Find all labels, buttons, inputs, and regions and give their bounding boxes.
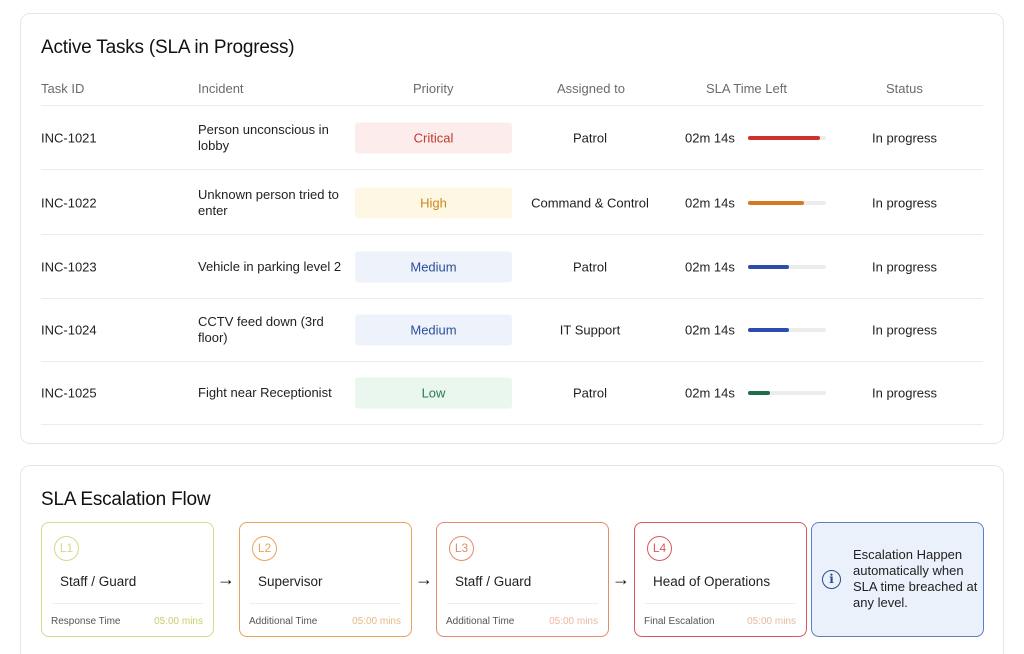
arrow-right-icon: → [612,569,630,589]
sla-time-left: 02m 14s [685,385,735,400]
assigned-to: Patrol [573,385,607,400]
sla-progress-bar [748,264,826,269]
escalation-step-l2: L2 Supervisor Additional Time 05:00 mins [239,522,412,637]
sla-progress-fill [748,264,789,269]
step-time: 05:00 mins [352,616,401,627]
step-footer-label: Response Time [51,616,121,627]
step-divider [52,603,203,604]
escalation-title: SLA Escalation Flow [41,489,211,510]
table-row[interactable]: INC-1024 CCTV feed down (3rd floor) Medium… [41,298,983,362]
step-divider [447,603,598,604]
header-incident: Incident [198,81,244,96]
step-divider [250,603,401,604]
task-id: INC-1025 [41,385,97,400]
table-row[interactable]: INC-1022 Unknown person tried to enter Hig… [41,171,983,235]
sla-time-left: 02m 14s [685,195,735,210]
sla-progress-fill [748,327,789,332]
sla-progress-bar [748,135,826,140]
step-footer-label: Additional Time [249,616,318,627]
step-role: Staff / Guard [455,574,532,589]
table-row[interactable]: INC-1023 Vehicle in parking level 2 Medium… [41,235,983,299]
sla-progress-fill [748,135,820,140]
step-role: Supervisor [258,574,323,589]
priority-badge: Medium [355,251,512,282]
level-badge: L4 [647,536,672,561]
task-id: INC-1024 [41,322,97,337]
sla-progress-bar [748,390,826,395]
status-text: In progress [872,322,938,337]
priority-badge: Low [355,377,512,408]
table-header: Task ID Incident Priority Assigned to SL… [41,79,983,106]
incident-text: Unknown person tried to enter [198,186,339,218]
step-time: 05:00 mins [154,616,203,627]
header-status: Status [886,81,923,96]
step-divider [645,603,796,604]
table-row[interactable]: INC-1025 Fight near Receptionist Low Patrol… [41,361,983,425]
assigned-to: Command & Control [531,195,649,210]
sla-progress-fill [748,390,770,395]
priority-badge: Medium [355,314,512,345]
step-role: Staff / Guard [60,574,137,589]
sla-progress-fill [748,200,805,205]
level-badge: L2 [252,536,277,561]
step-time: 05:00 mins [549,616,598,627]
status-text: In progress [872,385,938,400]
assigned-to: IT Support [559,322,621,337]
sla-time-left: 02m 14s [685,322,735,337]
table-row[interactable]: INC-1021 Person unconscious in lobby Criti… [41,106,983,170]
level-badge: L3 [449,536,474,561]
status-text: In progress [872,195,938,210]
incident-text: CCTV feed down (3rd floor) [198,313,324,345]
escalation-step-l4: L4 Head of Operations Final Escalation 05:0… [634,522,807,637]
escalation-card: SLA Escalation Flow L1 Staff / Guard Respo… [20,465,1004,654]
sla-progress-bar [748,200,826,205]
sla-time-left: 02m 14s [685,130,735,145]
header-priority: Priority [413,81,454,96]
header-assigned: Assigned to [557,81,625,96]
step-footer-label: Final Escalation [644,616,715,627]
escalation-step-l3: L3 Staff / Guard Additional Time 05:00 mins [436,522,609,637]
incident-text: Fight near Receptionist [198,384,332,400]
escalation-step-l1: L1 Staff / Guard Response Time 05:00 mins [41,522,214,637]
arrow-right-icon: → [217,569,235,589]
task-id: INC-1023 [41,259,97,274]
incident-text: Person unconscious in lobby [198,121,329,153]
task-id: INC-1021 [41,130,97,145]
priority-badge: Critical [355,122,512,153]
assigned-to: Patrol [573,259,607,274]
header-sla: SLA Time Left [706,81,787,96]
escalation-info-text: Escalation Happen automatically when SLA… [853,547,978,610]
assigned-to: Patrol [573,130,607,145]
header-task-id: Task ID [41,81,85,96]
priority-badge: High [355,187,512,218]
step-time: 05:00 mins [747,616,796,627]
escalation-info-box: i Escalation Happen automatically when S… [811,522,984,637]
status-text: In progress [872,130,938,145]
step-role: Head of Operations [653,574,771,589]
info-icon: i [822,570,841,589]
active-tasks-title: Active Tasks (SLA in Progress) [41,37,295,58]
sla-time-left: 02m 14s [685,259,735,274]
incident-text: Vehicle in parking level 2 [198,258,342,274]
task-id: INC-1022 [41,195,97,210]
step-footer-label: Additional Time [446,616,515,627]
status-text: In progress [872,259,938,274]
sla-progress-bar [748,327,826,332]
active-tasks-card: Active Tasks (SLA in Progress) Task ID I… [20,13,1004,444]
level-badge: L1 [54,536,79,561]
arrow-right-icon: → [415,569,433,589]
